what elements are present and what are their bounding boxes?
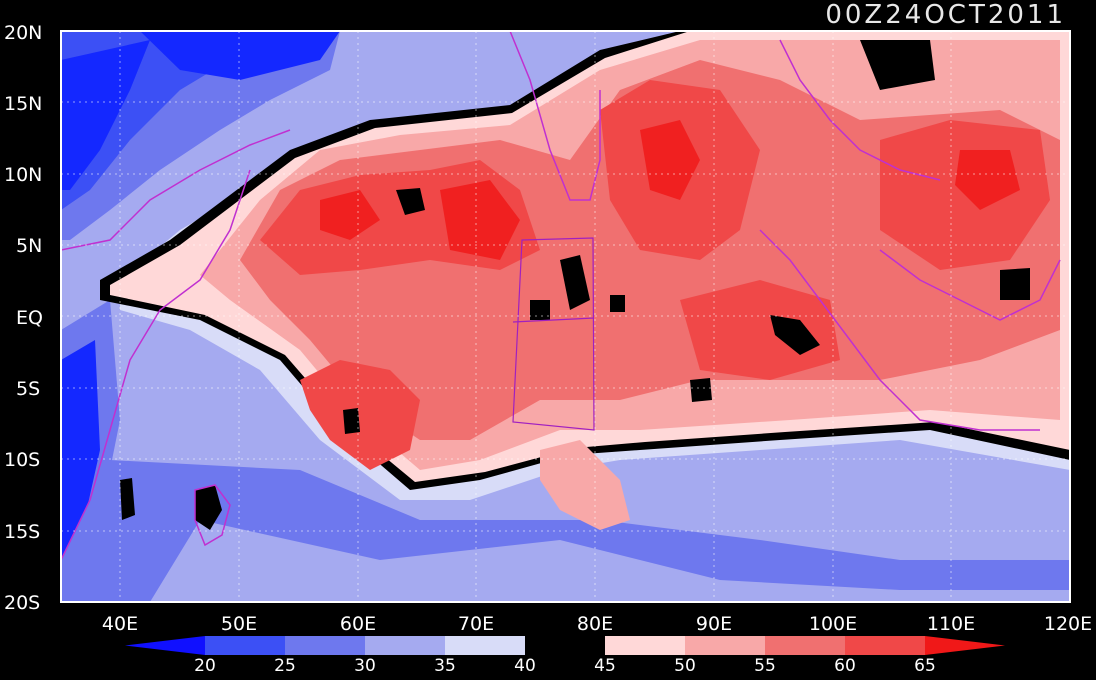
colorbar-level-label: 40 [514,656,536,676]
colorbar: 20 25 30 35 40 45 50 55 60 65 [125,636,1005,676]
lat-label: EQ [16,307,43,329]
lat-label: 15S [4,521,40,543]
lat-label: 15N [4,93,42,115]
plot-frame [60,30,1071,603]
colorbar-swatch [365,636,445,655]
colorbar-level-label: 65 [914,656,936,676]
colorbar-swatch [685,636,765,655]
colorbar-under-arrow [125,636,205,655]
lon-label: 40E [102,613,138,635]
colorbar-swatch [285,636,365,655]
lon-label: 80E [577,613,613,635]
colorbar-level-label: 35 [434,656,456,676]
lon-label: 70E [458,613,494,635]
colorbar-swatch [205,636,285,655]
lon-label: 50E [221,613,257,635]
map-timestamp: 00Z24OCT2011 [825,0,1066,30]
lat-label: 10S [4,449,40,471]
colorbar-swatch [525,636,605,655]
lat-label: 5S [16,378,40,400]
colorbar-swatch [445,636,525,655]
lat-label: 20S [4,592,40,614]
colorbar-swatch [605,636,685,655]
colorbar-level-label: 25 [274,656,296,676]
colorbar-over-arrow [925,636,1005,655]
lat-label: 20N [4,22,42,44]
lon-label: 120E [1044,613,1092,635]
colorbar-level-label: 60 [834,656,856,676]
colorbar-level-label: 45 [594,656,616,676]
colorbar-swatch [845,636,925,655]
lon-label: 100E [809,613,857,635]
lon-label: 110E [927,613,975,635]
lon-label: 60E [340,613,376,635]
gridlines [61,31,1070,602]
colorbar-swatch [765,636,845,655]
lat-label: 10N [4,164,42,186]
lat-label: 5N [16,235,42,257]
lon-axis: 40E 50E 60E 70E 80E 90E 100E 110E 120E [102,613,1092,635]
colorbar-level-label: 20 [194,656,216,676]
lat-axis: 20N 15N 10N 5N EQ 5S 10S 15S 20S [4,22,43,614]
colorbar-level-label: 50 [674,656,696,676]
colorbar-level-label: 30 [354,656,376,676]
lon-label: 90E [696,613,732,635]
colorbar-level-label: 55 [754,656,776,676]
